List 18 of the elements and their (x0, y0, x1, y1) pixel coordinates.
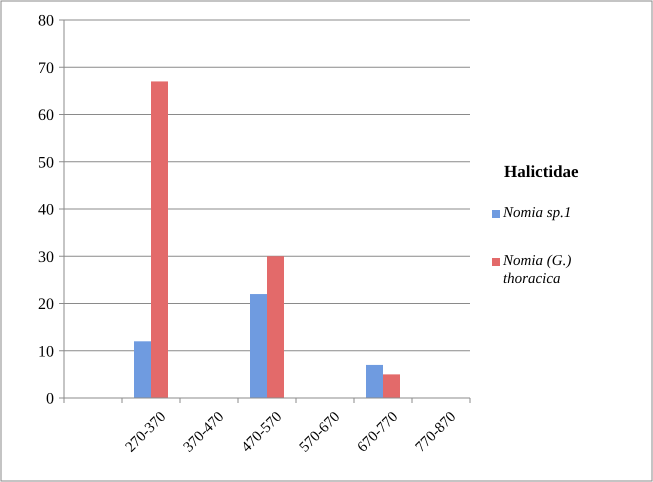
y-tick-label: 0 (46, 390, 54, 408)
legend-label: Nomia sp.1 (502, 205, 572, 221)
bar (366, 364, 383, 398)
y-tick-label: 20 (38, 296, 54, 314)
bar (267, 256, 284, 398)
y-tick-label: 60 (38, 107, 54, 124)
y-tick-label: 30 (38, 248, 54, 266)
bar (151, 81, 168, 398)
y-tick-label: 70 (38, 60, 54, 77)
legend-title: Halictidae (504, 162, 580, 181)
y-tick-label: 10 (38, 343, 54, 360)
y-tick-label: 80 (38, 12, 54, 30)
y-tick-label: 50 (38, 154, 54, 172)
legend-label: Nomia (G.) thoracica (502, 253, 572, 287)
bar (250, 294, 267, 398)
bar (134, 341, 151, 398)
y-tick-label: 40 (38, 202, 54, 219)
bar (383, 374, 400, 398)
